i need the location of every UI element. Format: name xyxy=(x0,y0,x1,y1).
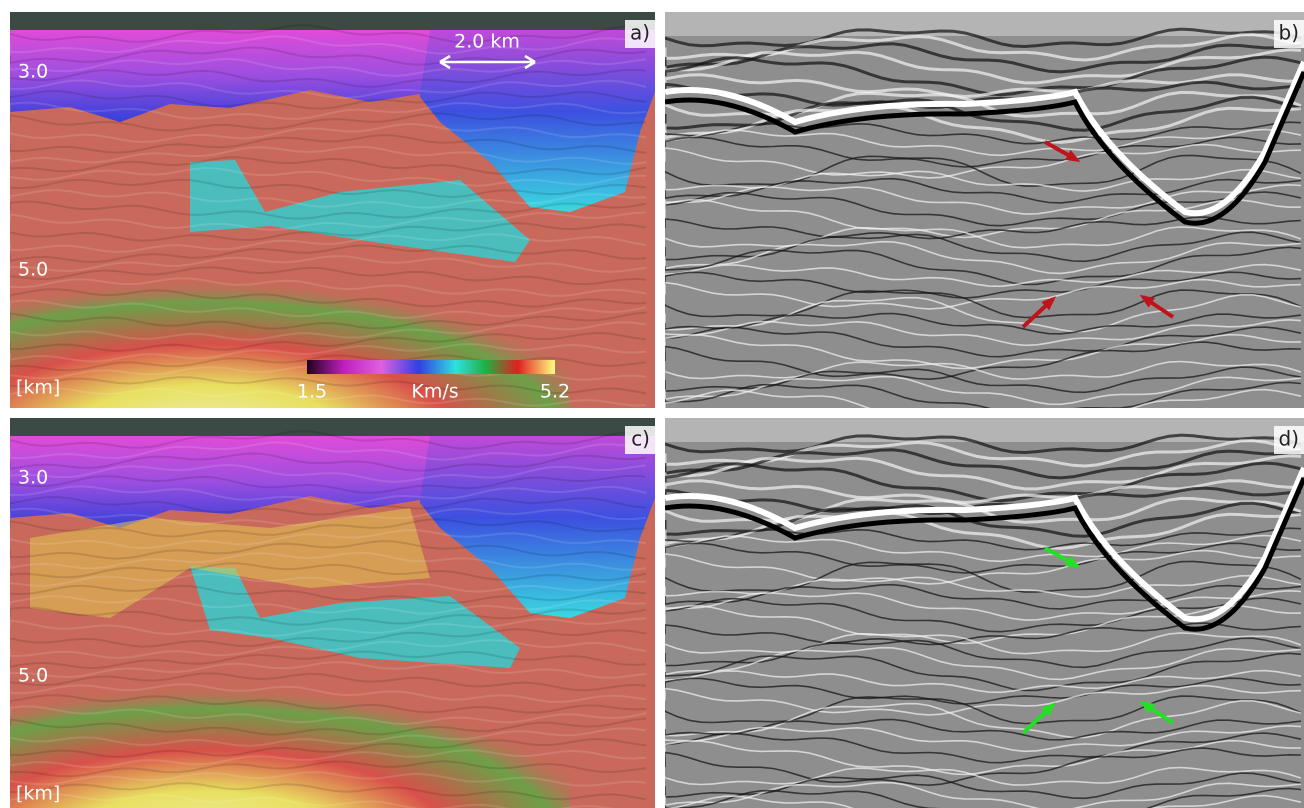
sea-layer xyxy=(10,418,655,436)
seismic-background xyxy=(665,418,1304,808)
figure: 3.0 5.0 [km] 2.0 km 1.5 Km/s 5.2 a) b) 3.0 5.0 [km]… xyxy=(0,0,1304,808)
sea-layer xyxy=(10,12,655,30)
depth-label: 5.0 xyxy=(18,259,48,281)
panel-label: c) xyxy=(631,427,650,451)
depth-label: 3.0 xyxy=(18,61,48,83)
panel: d) xyxy=(665,418,1304,808)
colorbar-unit: Km/s xyxy=(411,381,458,403)
depth-label: 3.0 xyxy=(18,467,48,489)
panel-label: a) xyxy=(630,21,650,45)
panel: b) xyxy=(665,12,1304,427)
unit-label: [km] xyxy=(16,377,60,399)
panel: 3.0 5.0 [km] c) xyxy=(10,418,655,808)
scale-bar-label: 2.0 km xyxy=(454,31,520,53)
panel-label: d) xyxy=(1279,427,1300,451)
panel: 3.0 5.0 [km] 2.0 km 1.5 Km/s 5.2 a) xyxy=(10,12,655,432)
colorbar-max: 5.2 xyxy=(540,381,570,403)
colorbar-min: 1.5 xyxy=(297,381,327,403)
unit-label: [km] xyxy=(16,783,60,805)
panel-label: b) xyxy=(1279,21,1300,45)
colorbar xyxy=(307,360,555,374)
depth-label: 5.0 xyxy=(18,665,48,687)
